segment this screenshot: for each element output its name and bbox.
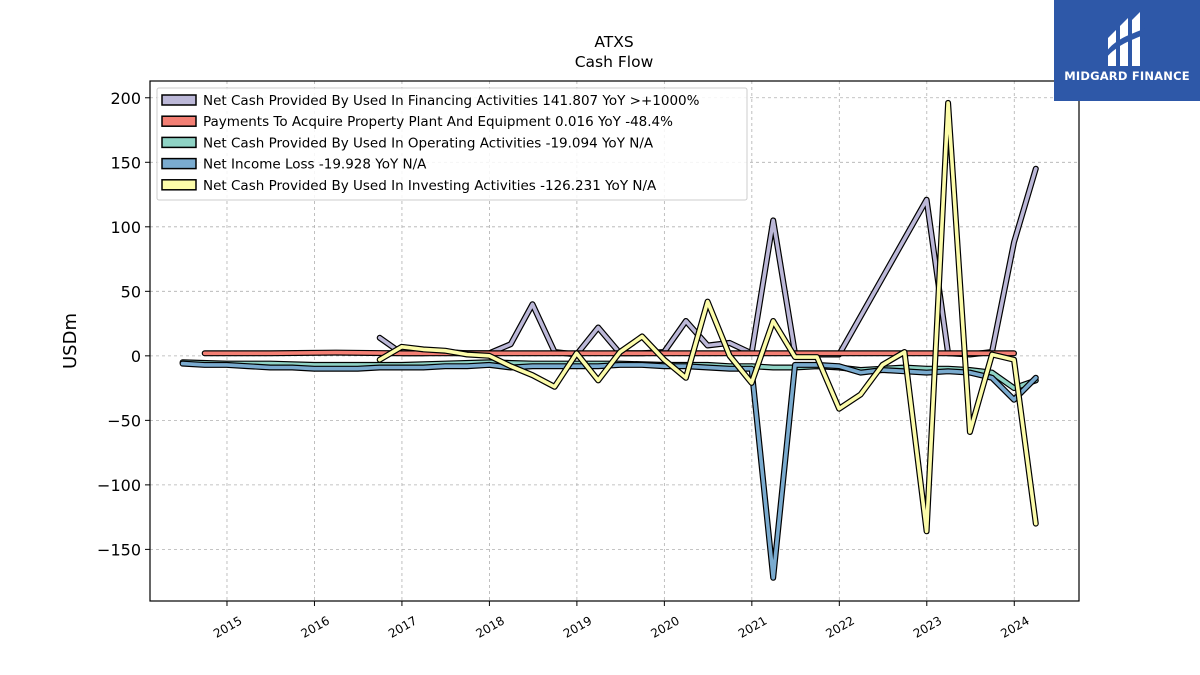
x-tick-label: 2024 (998, 613, 1031, 640)
legend-label: Net Income Loss -19.928 YoY N/A (203, 157, 427, 173)
x-tick-label: 2017 (386, 613, 419, 640)
y-tick-label: −150 (97, 540, 141, 559)
legend: Net Cash Provided By Used In Financing A… (156, 87, 748, 201)
series-line (202, 350, 1016, 356)
x-tick-label: 2021 (736, 613, 769, 640)
legend-label: Net Cash Provided By Used In Financing A… (203, 93, 700, 109)
y-tick-label: −50 (107, 411, 141, 430)
y-tick-label: 150 (110, 153, 141, 172)
chart-subtitle: Cash Flow (575, 53, 654, 71)
x-tick-label: 2016 (299, 613, 332, 640)
legend-label: Net Cash Provided By Used In Operating A… (203, 135, 654, 151)
legend-label: Net Cash Provided By Used In Investing A… (203, 178, 657, 194)
x-tick-label: 2015 (211, 613, 244, 640)
x-tick-label: 2018 (473, 613, 506, 640)
midgard-finance-logo: MIDGARD FINANCE (1054, 0, 1200, 101)
series-lines (179, 99, 1039, 581)
y-tick-label: 200 (110, 89, 141, 108)
x-tick-label: 2023 (911, 613, 944, 640)
x-tick-label: 2020 (648, 613, 681, 640)
legend-swatch (161, 157, 197, 170)
logo-text: MIDGARD FINANCE (1064, 69, 1190, 83)
y-tick-label: 0 (131, 347, 141, 366)
legend-swatch (161, 94, 197, 106)
legend-swatch (161, 179, 197, 191)
x-tick-label: 2022 (823, 613, 856, 640)
y-axis-label: USDm (60, 313, 81, 369)
series-line (377, 101, 1038, 534)
legend-frame (156, 87, 748, 201)
x-tick-label: 2019 (561, 613, 594, 640)
legend-swatch (161, 136, 197, 149)
legend-label: Payments To Acquire Property Plant And E… (203, 114, 673, 130)
plot-frame (149, 80, 1080, 602)
logo-mark-icon (1106, 12, 1146, 66)
y-tick-label: 100 (110, 218, 141, 237)
y-tick-label: −100 (97, 476, 141, 495)
legend-swatch (161, 115, 197, 127)
chart-title: ATXS (594, 33, 633, 51)
y-tick-label: 50 (121, 282, 141, 301)
